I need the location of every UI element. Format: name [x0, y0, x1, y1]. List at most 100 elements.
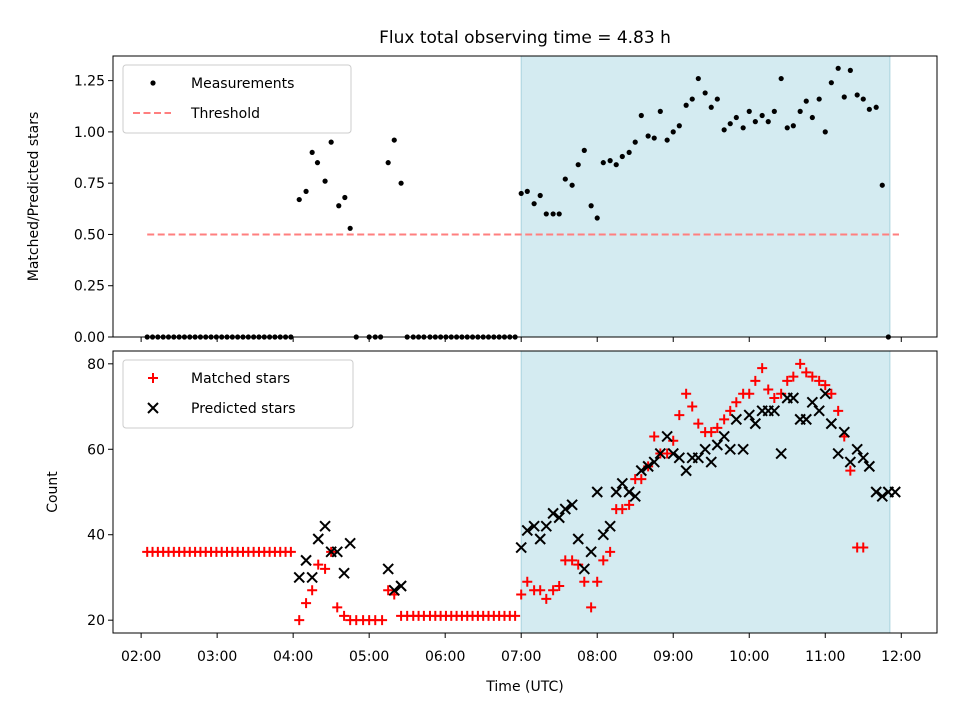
data-point — [733, 114, 739, 121]
data-point — [706, 427, 717, 438]
data-point — [553, 511, 565, 524]
data-point — [636, 474, 647, 485]
data-point — [841, 94, 847, 100]
data-point — [765, 119, 771, 125]
data-point — [296, 196, 302, 203]
data-point — [516, 589, 527, 600]
data-point — [531, 201, 537, 207]
data-point — [695, 75, 701, 82]
data-point — [866, 106, 872, 112]
count-marks — [142, 358, 901, 626]
data-point — [383, 585, 394, 596]
y-tick-label: 0.00 — [74, 330, 105, 346]
data-point — [826, 388, 837, 399]
time-x-axis: 02:00 03:00 04:00 05:00 06:00 07:00 08:00 09:00… — [121, 633, 921, 665]
data-point — [857, 452, 869, 464]
data-point — [749, 417, 762, 430]
data-point — [339, 610, 350, 621]
data-point — [832, 447, 844, 460]
data-point — [714, 96, 720, 102]
data-point — [607, 158, 613, 164]
data-point — [604, 520, 616, 532]
data-point — [572, 533, 584, 545]
data-point — [332, 602, 343, 613]
data-point — [803, 98, 809, 104]
data-point — [585, 546, 597, 558]
legend-box — [122, 64, 352, 134]
x-tick-label: 06:00 — [425, 649, 465, 665]
data-point — [319, 520, 331, 532]
data-point — [588, 203, 594, 209]
y-tick-label: 1.25 — [74, 74, 105, 90]
data-point — [578, 563, 590, 575]
data-point — [776, 388, 787, 399]
data-point — [797, 108, 803, 114]
data-point — [724, 443, 736, 455]
data-point — [801, 367, 812, 378]
data-point — [579, 576, 590, 587]
x-tick-label: 08:00 — [577, 649, 617, 665]
data-point — [382, 563, 394, 575]
data-point — [743, 409, 755, 421]
data-point — [307, 585, 318, 596]
data-point — [510, 610, 521, 621]
data-point — [711, 439, 724, 451]
data-point — [306, 571, 318, 584]
data-point — [845, 465, 856, 476]
data-point — [651, 135, 657, 141]
data-point — [759, 112, 765, 119]
data-point — [769, 393, 780, 403]
data-point — [809, 114, 815, 121]
chart-title: Flux total observing time = 4.83 h — [379, 28, 671, 48]
data-point — [835, 65, 841, 71]
data-point — [331, 546, 343, 558]
data-point — [788, 371, 799, 382]
data-point — [814, 375, 825, 386]
data-point — [566, 499, 578, 511]
x-tick-label: 05:00 — [349, 649, 389, 665]
data-point — [681, 388, 692, 399]
data-point — [328, 139, 334, 145]
data-point — [388, 584, 400, 596]
data-point — [537, 192, 543, 199]
data-point — [285, 546, 296, 557]
data-point — [559, 503, 571, 515]
data-point — [730, 413, 743, 426]
data-point — [662, 448, 673, 459]
data-point — [567, 555, 578, 566]
data-point — [858, 542, 869, 553]
x-tick-label: 10:00 — [729, 649, 769, 665]
data-point — [873, 104, 879, 110]
legend-swatch — [150, 80, 156, 86]
count-legend: Matched stars Predicted stars — [122, 359, 354, 429]
data-point — [705, 456, 717, 468]
y-tick-label: 0.50 — [74, 227, 105, 243]
data-point — [521, 524, 533, 537]
data-point — [591, 486, 603, 498]
ratio-y-label: Matched/Predicted stars — [26, 112, 42, 282]
data-point — [689, 96, 695, 102]
data-point — [635, 464, 648, 477]
data-point — [828, 80, 834, 86]
series-layer — [142, 358, 901, 626]
data-point — [847, 67, 853, 73]
data-point — [676, 123, 682, 129]
x-tick-label: 09:00 — [653, 649, 693, 665]
data-point — [891, 0, 896, 3]
data-point — [617, 504, 628, 515]
data-point — [819, 388, 831, 400]
data-point — [699, 443, 711, 455]
data-point — [313, 559, 324, 570]
data-point — [645, 133, 651, 139]
data-point — [336, 203, 342, 209]
data-point — [664, 137, 670, 143]
data-point — [784, 125, 790, 131]
data-point — [680, 464, 692, 477]
data-point — [391, 137, 397, 143]
data-point — [344, 537, 356, 549]
y-tick-label: 1.00 — [74, 125, 105, 141]
data-point — [657, 108, 663, 114]
data-point — [725, 405, 736, 416]
x-tick-label: 11:00 — [805, 649, 845, 665]
